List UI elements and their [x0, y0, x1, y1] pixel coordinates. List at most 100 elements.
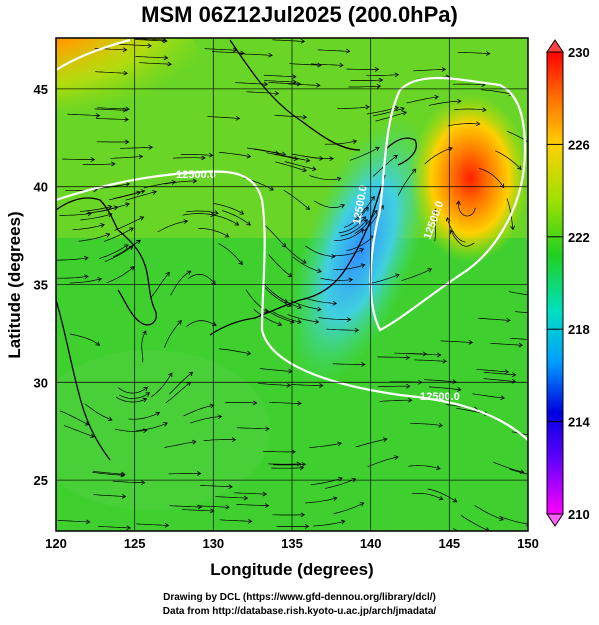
streamline [150, 272, 170, 299]
streamline-arrowhead [361, 216, 367, 221]
streamline [304, 297, 337, 304]
streamline [349, 147, 380, 161]
streamline-arrowhead [107, 204, 113, 210]
streamline [324, 140, 357, 145]
streamline-arrowhead [86, 519, 91, 525]
streamline-arrowhead [517, 165, 522, 170]
streamline [483, 371, 516, 376]
streamline [84, 403, 113, 421]
x-tick-label: 135 [281, 536, 303, 551]
streamline [450, 230, 475, 247]
streamline [117, 386, 148, 394]
streamline-arrowhead [95, 113, 101, 118]
streamline-arrowhead [500, 395, 505, 401]
contour-line [56, 170, 528, 441]
streamline-arrowhead [442, 358, 447, 364]
streamline [264, 287, 292, 307]
streamline-arrowhead [482, 107, 487, 113]
streamline-arrowhead [125, 202, 130, 207]
streamline [109, 191, 141, 201]
streamline-arrowhead [231, 437, 237, 443]
streamline [310, 63, 344, 66]
streamline-arrowhead [293, 156, 299, 161]
coastline-korea [117, 229, 157, 326]
streamline-arrowhead [124, 117, 129, 122]
streamline-arrowhead [302, 259, 307, 264]
streamline [246, 91, 279, 94]
streamline-arrowhead [336, 176, 342, 182]
streamline-arrowhead [317, 268, 322, 274]
streamline-arrowhead [314, 319, 320, 324]
streamline-arrowhead [305, 157, 311, 163]
y-tick-label: 25 [34, 473, 48, 488]
streamline [424, 147, 453, 165]
streamline-arrowhead [455, 200, 461, 206]
streamline-arrowhead [519, 469, 525, 474]
contour-line [369, 76, 527, 332]
streamline-arrowhead [128, 245, 134, 251]
streamline [440, 340, 473, 343]
streamline [452, 83, 485, 86]
colorbar-tick-label: 218 [568, 322, 590, 337]
credit-drawing: Drawing by DCL (https://www.gfd-dennou.o… [163, 592, 436, 603]
streamline [187, 274, 216, 285]
streamline-arrowhead [192, 439, 197, 445]
streamline [353, 196, 375, 221]
streamline-arrowhead [394, 105, 400, 111]
streamline [427, 488, 457, 503]
streamline [348, 85, 381, 88]
streamline-arrowhead [269, 186, 274, 191]
streamline [56, 257, 88, 261]
streamline [94, 108, 127, 111]
streamline [368, 274, 400, 285]
streamline [290, 300, 322, 310]
streamline [394, 352, 427, 355]
streamline-arrowhead [238, 260, 243, 266]
streamline [115, 396, 147, 403]
streamline [413, 68, 446, 72]
streamline [169, 505, 202, 508]
streamline-arrowhead [239, 210, 245, 215]
streamline-arrowhead [111, 161, 116, 167]
streamline-arrowhead [167, 61, 172, 67]
streamline-arrowhead [240, 50, 245, 56]
streamline [136, 422, 168, 431]
y-tick-label: 40 [34, 180, 48, 195]
streamline-arrowhead [297, 319, 302, 324]
coastlines [56, 39, 417, 461]
streamline-arrowhead [234, 221, 240, 226]
streamline [183, 404, 214, 417]
streamline [165, 382, 191, 404]
streamline-arrowhead [268, 52, 273, 58]
x-tick-labels: 120 125 130 135 140 145 150 [45, 536, 539, 551]
streamline-arrowhead [139, 216, 145, 221]
streamline-arrowhead [351, 477, 357, 483]
streamline [182, 213, 215, 216]
streamline-arrowhead [432, 208, 438, 213]
height-contours [56, 38, 528, 441]
streamline-arrowhead [422, 351, 428, 357]
streamline-arrowhead [262, 491, 268, 497]
streamline [446, 217, 466, 243]
streamline [114, 216, 144, 231]
streamline [104, 246, 133, 262]
streamline-arrowhead [164, 522, 170, 528]
streamline-arrowhead [296, 81, 302, 87]
streamline-arrowhead [408, 397, 413, 403]
streamline [69, 278, 102, 284]
streamline [273, 463, 306, 466]
streamline-arrowhead [252, 400, 258, 406]
streamline-arrowhead [395, 273, 400, 278]
streamline [305, 245, 335, 257]
streamline-arrowhead [378, 77, 384, 83]
streamline [119, 43, 152, 47]
plot-frame [55, 37, 529, 532]
streamline-arrowhead [332, 300, 338, 306]
streamlines [56, 38, 528, 531]
streamline [483, 378, 516, 382]
streamline-arrowhead [518, 342, 524, 348]
streamline-arrowhead [224, 233, 230, 238]
x-tick-label: 130 [202, 536, 224, 551]
streamline [234, 492, 267, 495]
streamline-arrowhead [331, 253, 336, 259]
